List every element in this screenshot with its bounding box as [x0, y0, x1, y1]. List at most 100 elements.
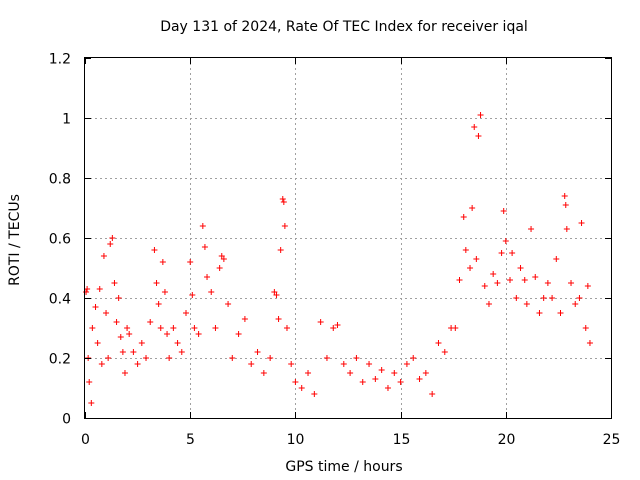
chart-title: Day 131 of 2024, Rate Of TEC Index for r… [160, 19, 528, 35]
data-point [86, 379, 93, 385]
data-point [391, 370, 398, 376]
data-point [353, 355, 360, 361]
data-point [201, 244, 208, 250]
data-point [475, 133, 482, 139]
data-point [462, 247, 469, 253]
data-point [410, 355, 417, 361]
data-point [208, 289, 215, 295]
data-point [549, 295, 556, 301]
data-point [578, 220, 585, 226]
data-point [323, 355, 330, 361]
data-point [279, 196, 286, 202]
data-point [576, 295, 583, 301]
data-point [288, 361, 295, 367]
data-point [340, 361, 347, 367]
data-point [105, 355, 112, 361]
data-point [563, 226, 570, 232]
data-point [121, 370, 128, 376]
data-point [178, 349, 185, 355]
data-point [536, 310, 543, 316]
y-tick-label: 1.2 [49, 52, 71, 68]
data-point [521, 277, 528, 283]
data-point [204, 274, 211, 280]
data-point [96, 286, 103, 292]
data-point [317, 319, 324, 325]
data-point [416, 376, 423, 382]
data-point [280, 199, 287, 205]
data-point [441, 349, 448, 355]
data-point [562, 202, 569, 208]
data-point [195, 331, 202, 337]
data-point [212, 325, 219, 331]
data-point [130, 349, 137, 355]
data-point [572, 301, 579, 307]
x-tick-label: 15 [393, 432, 411, 448]
x-axis-ticks: 0 5 10 15 20 25 [81, 58, 620, 448]
data-point [517, 265, 524, 271]
data-point [490, 271, 497, 277]
grid [85, 58, 611, 418]
data-point [159, 259, 166, 265]
data-point [544, 280, 551, 286]
data-point [216, 265, 223, 271]
data-point [473, 256, 480, 262]
data-point [151, 247, 158, 253]
data-point [134, 361, 141, 367]
data-point [292, 379, 299, 385]
data-point [498, 250, 505, 256]
y-tick-label: 0.2 [49, 352, 71, 368]
data-point [460, 214, 467, 220]
data-point [153, 280, 160, 286]
data-point [311, 391, 318, 397]
y-tick-label: 0.4 [49, 292, 71, 308]
data-point [557, 310, 564, 316]
data-point [220, 256, 227, 262]
data-point [147, 319, 154, 325]
y-tick-label: 0 [62, 412, 71, 428]
data-point [330, 325, 337, 331]
data-point [523, 301, 530, 307]
data-point [456, 277, 463, 283]
data-point [469, 205, 476, 211]
data-point [494, 280, 501, 286]
data-point [138, 340, 145, 346]
y-tick-label: 0.8 [49, 172, 71, 188]
data-point [485, 301, 492, 307]
data-point [553, 256, 560, 262]
data-point [182, 310, 189, 316]
data-point [117, 334, 124, 340]
data-point [199, 223, 206, 229]
data-point [586, 340, 593, 346]
data-point [109, 235, 116, 241]
y-axis-ticks: 0 0.2 0.4 0.6 0.8 1 1.2 [49, 52, 611, 428]
data-point [277, 247, 284, 253]
data-point [561, 193, 568, 199]
data-point [84, 286, 91, 292]
data-point [347, 370, 354, 376]
data-point [471, 124, 478, 130]
data-point [187, 259, 194, 265]
data-point [260, 370, 267, 376]
x-tick-label: 20 [498, 432, 516, 448]
data-point [467, 265, 474, 271]
data-point [584, 283, 591, 289]
data-point [507, 277, 514, 283]
data-point [111, 280, 118, 286]
data-point [229, 355, 236, 361]
data-point [103, 310, 110, 316]
y-axis-label: ROTI / TECUs [7, 194, 23, 286]
y-tick-label: 0.6 [49, 232, 71, 248]
data-point [225, 301, 232, 307]
data-point [397, 379, 404, 385]
data-point [283, 325, 290, 331]
scatter-points [83, 112, 593, 406]
data-point [532, 274, 539, 280]
data-point [452, 325, 459, 331]
data-point [298, 385, 305, 391]
data-point [248, 361, 255, 367]
data-point [241, 316, 248, 322]
data-point [477, 112, 484, 118]
x-tick-label: 0 [81, 432, 90, 448]
x-tick-label: 25 [603, 432, 621, 448]
